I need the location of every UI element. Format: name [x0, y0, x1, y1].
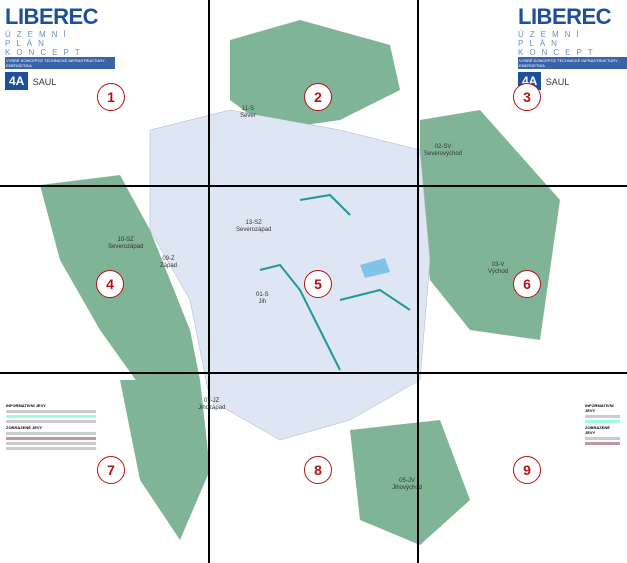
district-label: 05-JV Jihovýchod [392, 478, 423, 491]
logo-title: LIBEREC [5, 4, 99, 29]
district-label: 07-JZ Jihozápad [198, 398, 226, 411]
forest-area [350, 420, 470, 545]
logo-left: LIBEREC ÚZEMNÍ PLÁN KONCEPT VYBRÉ KONCEP… [5, 4, 115, 90]
legend-right: INFORMATIVNÍ JEVY ZOBRAZENÉ JEVY [585, 403, 620, 447]
urban-area [149, 109, 431, 441]
logo-badge: 4A [5, 72, 29, 90]
district-label: 01-S Jih [256, 292, 269, 305]
logo-line3: VYBRÉ KONCEPCE TECHNICKÉ INFRASTRUKTURY … [518, 57, 627, 69]
logo-right: LIBEREC ÚZEMNÍ PLÁN KONCEPT VYBRÉ KONCEP… [518, 4, 627, 90]
legend-heading: ZOBRAZENÉ JEVY [6, 425, 43, 430]
tile-marker-3[interactable]: 3 [513, 83, 541, 111]
tile-marker-2[interactable]: 2 [304, 83, 332, 111]
legend-heading: INFORMATIVNÍ JEVY [6, 403, 46, 408]
logo-line2: KONCEPT [5, 48, 86, 57]
logo-line2: KONCEPT [518, 48, 599, 57]
logo-partner: SAUL [32, 77, 57, 87]
district-border [259, 193, 411, 371]
legend-heading: INFORMATIVNÍ JEVY [585, 403, 614, 413]
logo-partner: SAUL [545, 77, 570, 87]
forest-area [230, 20, 400, 130]
logo-line1: ÚZEMNÍ PLÁN [518, 30, 585, 48]
district-label: 10-SZ Severozápad [108, 237, 144, 250]
tile-marker-4[interactable]: 4 [96, 270, 124, 298]
forest-area [120, 380, 210, 540]
tile-marker-7[interactable]: 7 [97, 456, 125, 484]
logo-title: LIBEREC [518, 4, 612, 29]
tile-marker-1[interactable]: 1 [97, 83, 125, 111]
district-label: 13-SZ Severozápad [236, 220, 272, 233]
tile-marker-8[interactable]: 8 [304, 456, 332, 484]
district-label: 11-S Sever [240, 106, 256, 119]
tile-marker-6[interactable]: 6 [513, 270, 541, 298]
district-label: 02-SV Severovýchod [424, 144, 463, 157]
legend-heading: ZOBRAZENÉ JEVY [585, 425, 610, 435]
district-label: 03-V Východ [488, 262, 509, 275]
tile-marker-5[interactable]: 5 [304, 270, 332, 298]
lake [360, 258, 390, 278]
logo-line3: VYBRÉ KONCEPCE TECHNICKÉ INFRASTRUKTURY … [5, 57, 115, 69]
tile-marker-9[interactable]: 9 [513, 456, 541, 484]
logo-line1: ÚZEMNÍ PLÁN [5, 30, 72, 48]
district-label: 09-Z Západ [160, 256, 178, 269]
legend-left: INFORMATIVNÍ JEVY ZOBRAZENÉ JEVY [6, 403, 96, 452]
